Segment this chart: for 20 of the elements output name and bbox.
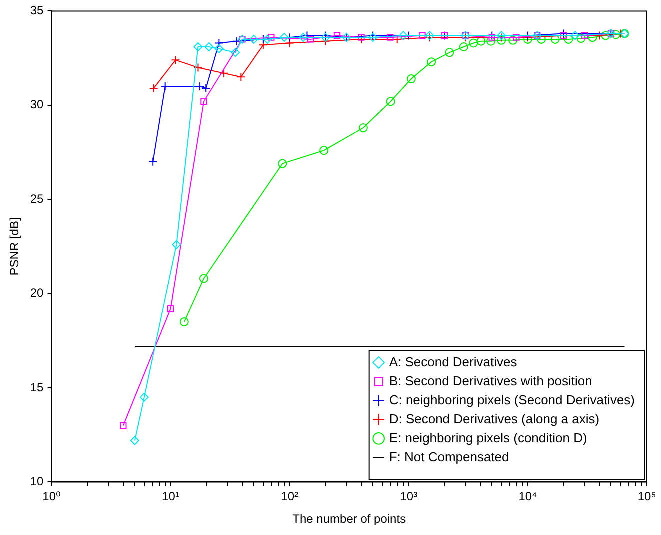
- legend-label: A: Second Derivatives: [389, 354, 518, 370]
- legend-label: E: neighboring pixels (condition D): [389, 430, 588, 446]
- x-tick-label: 10¹: [162, 490, 180, 504]
- x-tick-label: 10⁰: [42, 490, 62, 504]
- y-tick-label: 25: [30, 192, 44, 206]
- legend-label: C: neighboring pixels (Second Derivatives): [389, 392, 636, 408]
- legend-label: B: Second Derivatives with position: [389, 373, 592, 388]
- y-tick-label: 10: [30, 474, 44, 489]
- x-tick-label: 10³: [400, 490, 418, 504]
- y-tick-label: 35: [30, 4, 44, 18]
- legend-label: D: Second Derivatives (along a axis): [389, 411, 600, 426]
- x-tick-label: 10⁴: [518, 490, 538, 504]
- y-tick-label: 20: [30, 286, 44, 300]
- y-tick-label: 15: [30, 380, 44, 394]
- y-tick-label: 30: [30, 98, 44, 112]
- x-axis-title: The number of points: [292, 512, 406, 526]
- x-tick-label: 10⁵: [638, 490, 656, 504]
- y-axis-title: PSNR [dB]: [8, 218, 22, 276]
- legend-label: F: Not Compensated: [389, 449, 510, 464]
- x-tick-label: 10²: [281, 490, 299, 504]
